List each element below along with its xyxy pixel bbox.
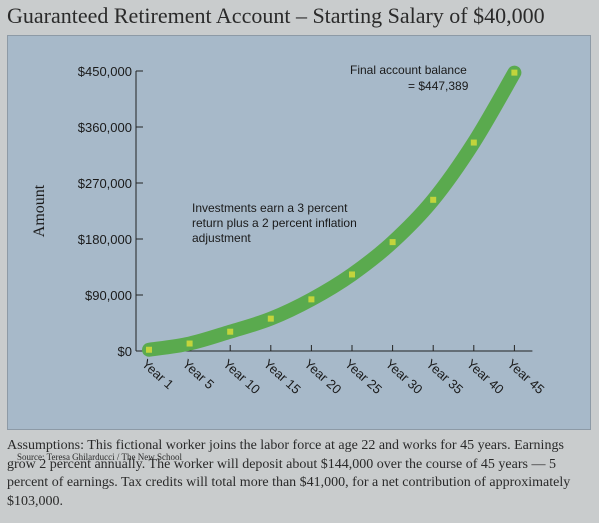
data-point — [430, 196, 437, 203]
data-point — [470, 139, 477, 146]
annotation-investments: adjustment — [192, 231, 251, 245]
y-tick-label: $0 — [118, 344, 132, 359]
y-tick-label: $270,000 — [78, 176, 132, 191]
assumptions-text: Assumptions: This fictional worker joins… — [7, 438, 571, 509]
data-point — [146, 346, 152, 353]
labels: $0 $90,000 $180,000 $270,000 $360,000 $450,00… — [31, 63, 547, 397]
data-point — [267, 315, 274, 322]
y-tick-label: $360,000 — [78, 120, 132, 135]
data-point — [308, 296, 315, 303]
annotation-final-balance: Final account balance — [350, 63, 467, 77]
line-chart: $0 $90,000 $180,000 $270,000 $360,000 $450,00… — [31, 63, 547, 397]
annotation-investments: return plus a 2 percent inflation — [192, 216, 357, 230]
y-tick-label: $450,000 — [78, 64, 132, 79]
series-line — [142, 65, 522, 357]
y-axis-label: Amount — [31, 184, 48, 237]
x-tick-label: Year 15 — [261, 356, 304, 397]
x-tick-label: Year 10 — [220, 356, 263, 397]
x-tick-label: Year 40 — [464, 356, 507, 397]
x-tick-label: Year 5 — [180, 356, 218, 392]
x-tick-label: Year 25 — [342, 356, 385, 397]
source-note: Source: Teresa Ghilarducci / The New Sch… — [17, 452, 182, 462]
chart-title: Guaranteed Retirement Account – Starting… — [7, 3, 545, 28]
y-tick-label: $180,000 — [78, 232, 132, 247]
chart-panel: $0 $90,000 $180,000 $270,000 $360,000 $450,00… — [7, 35, 591, 462]
data-point — [389, 239, 396, 246]
annotation-investments: Investments earn a 3 percent — [192, 201, 348, 215]
x-tick-label: Year 1 — [139, 356, 177, 392]
data-point — [227, 328, 234, 335]
x-tick-label: Year 30 — [383, 356, 426, 397]
x-tick-label: Year 35 — [423, 356, 466, 397]
x-tick-label: Year 45 — [504, 356, 547, 397]
x-tick-label: Year 20 — [301, 356, 344, 397]
y-tick-label: $90,000 — [85, 288, 132, 303]
annotation-final-balance: = $447,389 — [408, 79, 469, 93]
data-point — [186, 340, 193, 347]
series — [142, 65, 522, 357]
axes — [135, 70, 533, 352]
data-point — [349, 271, 355, 278]
data-point — [511, 69, 518, 76]
